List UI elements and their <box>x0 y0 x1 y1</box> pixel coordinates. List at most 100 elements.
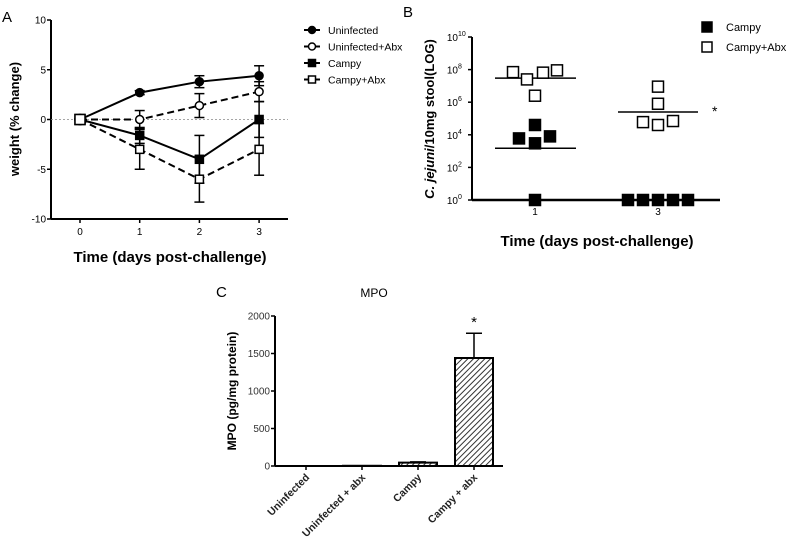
panel-c-title: MPO <box>360 286 387 300</box>
data-point-marker <box>254 86 264 97</box>
data-point-marker <box>134 87 145 98</box>
x-tick-label: 3 <box>256 227 262 238</box>
legend-marker-icon <box>701 21 713 33</box>
data-point-marker <box>254 144 264 155</box>
data-point-marker <box>134 144 145 155</box>
data-point-marker <box>651 193 665 207</box>
panel-b-ylabel-italic: C. jejuni <box>422 148 437 199</box>
bar <box>398 461 438 467</box>
panel-a-axes: 10 5 0 -5 -10 0 1 2 3 <box>32 16 288 238</box>
panel-c-plot: * <box>342 314 494 467</box>
data-point-marker <box>550 64 564 77</box>
data-point-marker <box>651 118 665 132</box>
y-tick-label: 1500 <box>248 349 271 360</box>
data-point-marker <box>666 193 680 207</box>
panel-b-xlabel: Time (days post-challenge) <box>500 233 693 250</box>
y-tick-exponent: 2 <box>458 161 462 168</box>
series-campy-abx <box>74 113 265 203</box>
data-point-marker <box>636 115 650 129</box>
y-tick-label: 5 <box>40 65 46 76</box>
panel-a-plot <box>74 65 265 203</box>
legend-label: Campy <box>726 22 761 34</box>
panel-b-plot: * <box>495 64 718 207</box>
x-tick-label: 1 <box>137 227 143 238</box>
legend-item: Campy+Abx <box>701 41 787 54</box>
data-point-marker <box>528 89 542 102</box>
legend-marker-icon <box>307 75 317 84</box>
data-point-marker <box>636 193 650 207</box>
panel-c: C MPO MPO (pg/mg protein) 0 500 1000 1500 20… <box>216 284 503 540</box>
x-tick-label: 1 <box>532 207 538 218</box>
y-tick-label: 0 <box>40 115 46 126</box>
data-point-marker <box>528 137 542 150</box>
data-point-marker <box>506 65 520 79</box>
y-tick-label: -10 <box>32 215 47 226</box>
data-point-marker <box>194 76 205 87</box>
x-category-label: Campy + abx <box>426 472 481 527</box>
y-tick-label: 0 <box>264 462 270 473</box>
panel-a-xlabel: Time (days post-challenge) <box>73 249 266 266</box>
data-point-marker <box>681 193 695 207</box>
y-tick-exponent: 10 <box>458 31 466 38</box>
data-point-marker <box>666 114 680 128</box>
y-tick-label: 10 <box>447 66 459 77</box>
data-point-marker <box>254 114 264 125</box>
legend-label: Campy <box>328 58 362 70</box>
y-tick-exponent: 4 <box>458 129 462 136</box>
legend-label: Campy+Abx <box>328 75 386 87</box>
data-point-marker <box>536 66 550 79</box>
data-point-marker <box>651 97 665 111</box>
legend-marker-icon <box>307 58 317 68</box>
panel-label-c: C <box>216 284 227 301</box>
series-campy-abx <box>495 64 698 132</box>
data-point-marker <box>520 73 534 86</box>
data-point-marker <box>651 80 665 93</box>
data-point-marker <box>512 132 526 145</box>
legend-item: Uninfected <box>304 25 378 37</box>
y-tick-label: 10 <box>447 33 459 44</box>
data-point-marker <box>543 130 557 143</box>
data-point-marker <box>528 193 542 207</box>
panel-label-b: B <box>403 4 413 21</box>
panel-a: A 10 5 0 -5 -10 0 1 2 3 Time (days post-challeng… <box>2 9 403 266</box>
y-tick-exponent: 8 <box>458 64 462 71</box>
series-campy <box>495 118 695 207</box>
legend-marker-icon <box>307 25 317 35</box>
legend-label: Uninfected <box>328 25 378 37</box>
panel-b-ylabel-rest: /10mg stool(LOG) <box>422 39 437 148</box>
y-tick-label: 2000 <box>248 312 271 323</box>
x-tick-label: 0 <box>77 227 83 238</box>
x-category-label: Uninfected <box>265 472 312 519</box>
legend-item: Campy+Abx <box>304 75 386 87</box>
legend-item: Campy <box>701 21 761 34</box>
y-tick-label: 1000 <box>248 387 271 398</box>
legend-item: Uninfected+Abx <box>304 42 403 54</box>
y-tick-label: 10 <box>447 131 459 142</box>
data-point-marker <box>194 174 205 184</box>
series-uninfected <box>74 65 265 126</box>
series-uninfected-abx <box>74 80 265 130</box>
x-tick-label: 3 <box>655 207 661 218</box>
y-tick-label: 500 <box>253 424 270 435</box>
y-tick-exponent: 6 <box>458 96 462 103</box>
data-point-marker <box>528 118 542 132</box>
panel-a-ylabel: weight (% change) <box>7 62 22 177</box>
y-tick-exponent: 0 <box>458 194 462 201</box>
legend-item: Campy <box>304 58 362 70</box>
x-category-label: Campy <box>391 472 424 505</box>
data-point-marker <box>194 100 205 111</box>
data-point-marker <box>254 70 264 81</box>
data-point-marker <box>74 113 86 126</box>
y-tick-label: 10 <box>447 98 459 109</box>
panel-b-legend: Campy Campy+Abx <box>701 21 787 54</box>
legend-label: Campy+Abx <box>726 42 787 54</box>
panel-b-ylabel: C. jejuni/10mg stool(LOG) <box>422 39 437 199</box>
panel-c-ylabel: MPO (pg/mg protein) <box>225 332 239 451</box>
x-tick-label: 2 <box>197 227 203 238</box>
legend-label: Uninfected+Abx <box>328 42 403 54</box>
bar <box>454 332 494 467</box>
y-tick-label: -5 <box>37 165 46 176</box>
